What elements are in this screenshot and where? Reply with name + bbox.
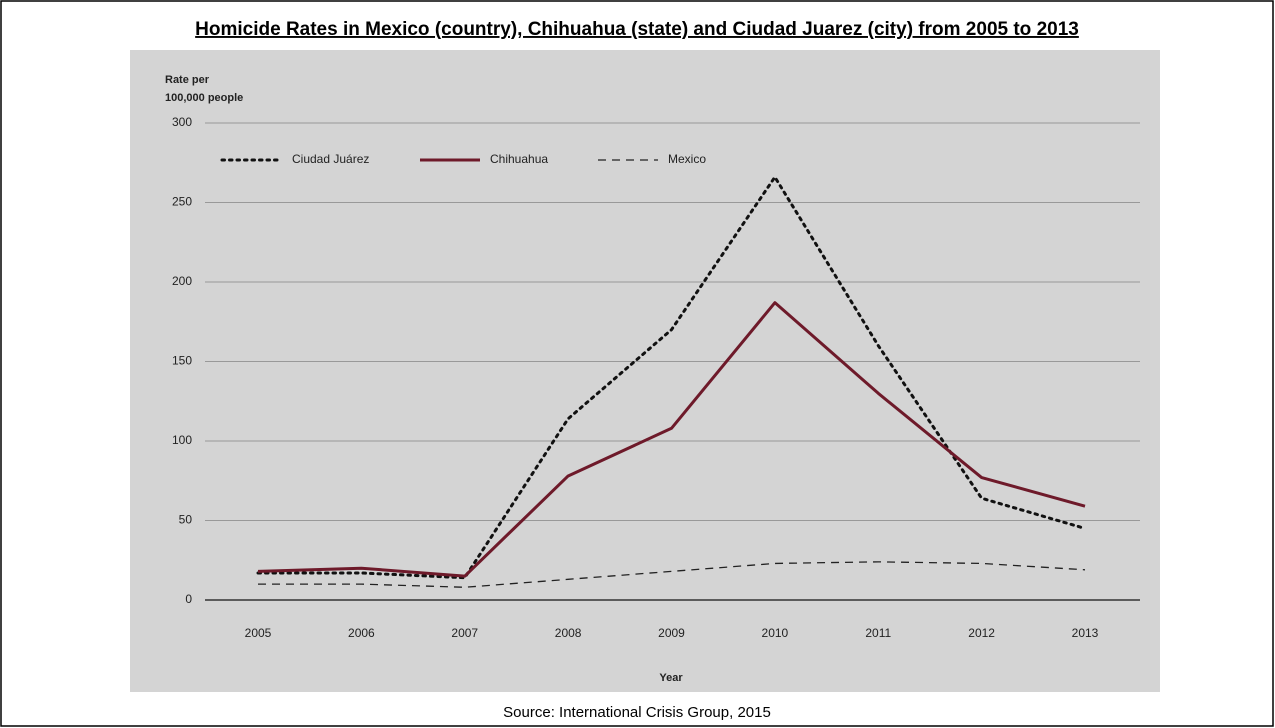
y-tick-label: 300 bbox=[172, 115, 192, 129]
y-tick-label: 200 bbox=[172, 274, 192, 288]
y-tick-label: 50 bbox=[179, 513, 193, 527]
y-tick-label: 250 bbox=[172, 195, 192, 209]
x-tick-label: 2013 bbox=[1072, 626, 1099, 640]
plot-panel bbox=[130, 50, 1160, 692]
y-tick-label: 150 bbox=[172, 354, 192, 368]
x-tick-label: 2006 bbox=[348, 626, 375, 640]
chart-title: Homicide Rates in Mexico (country), Chih… bbox=[195, 19, 1079, 40]
legend-label: Chihuahua bbox=[490, 152, 548, 166]
y-axis-title: 100,000 people bbox=[165, 92, 243, 104]
source: Source: International Crisis Group, 2015 bbox=[503, 704, 771, 721]
y-tick-label: 0 bbox=[185, 592, 192, 606]
x-tick-label: 2008 bbox=[555, 626, 582, 640]
x-tick-label: 2011 bbox=[865, 626, 891, 640]
series-line bbox=[256, 175, 1087, 580]
y-axis-title: Rate per bbox=[165, 74, 210, 86]
x-tick-label: 2009 bbox=[658, 626, 685, 640]
x-tick-label: 2007 bbox=[451, 626, 478, 640]
legend-label: Ciudad Juárez bbox=[292, 152, 369, 166]
legend-label: Mexico bbox=[668, 152, 706, 166]
x-tick-label: 2005 bbox=[245, 626, 272, 640]
x-tick-label: 2012 bbox=[968, 626, 995, 640]
y-tick-label: 100 bbox=[172, 433, 192, 447]
series-line bbox=[257, 301, 1086, 578]
x-axis-title: Year bbox=[659, 672, 683, 684]
series-line bbox=[258, 561, 1086, 588]
x-tick-label: 2010 bbox=[762, 626, 789, 640]
